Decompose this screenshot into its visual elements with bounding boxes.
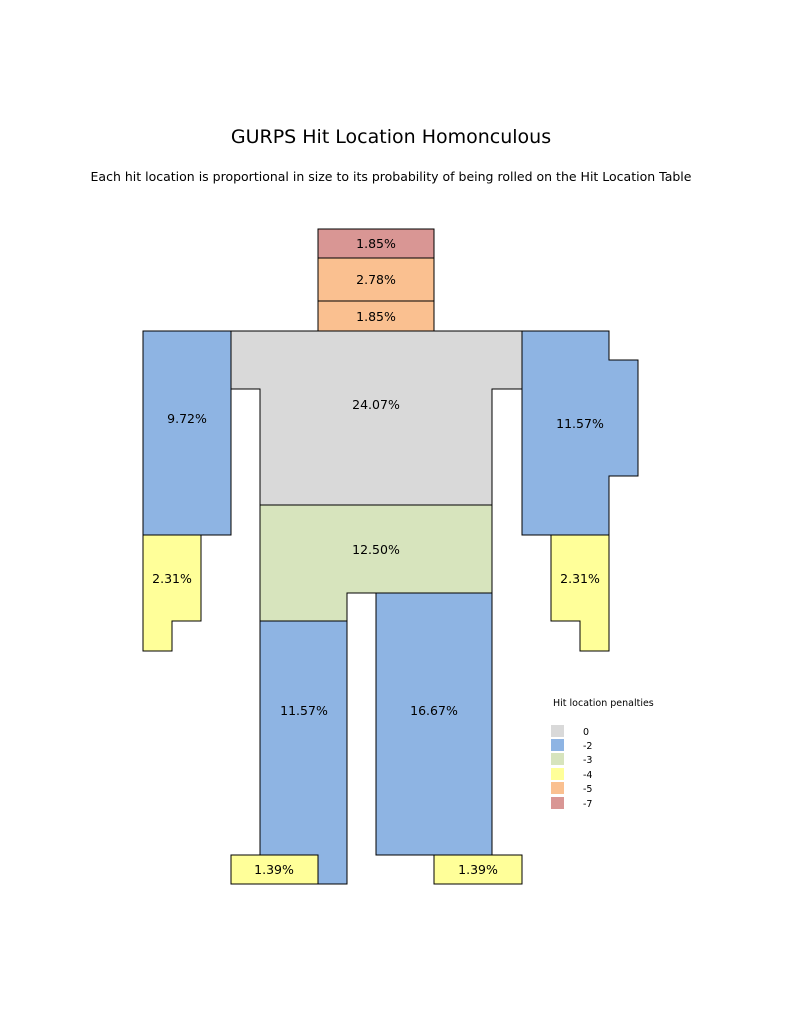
region-left-hand (142, 534, 202, 652)
label-right-arm: 11.57% (556, 416, 604, 431)
legend-label-0: 0 (583, 727, 589, 738)
legend-label-minus-4: -4 (583, 770, 592, 781)
label-torso: 24.07% (352, 397, 400, 412)
region-face (317, 257, 435, 302)
legend-label-minus-2: -2 (583, 741, 592, 752)
region-right-leg (375, 592, 493, 856)
region-neck (317, 300, 435, 332)
label-left-foot: 1.39% (254, 862, 294, 877)
legend-swatch-minus-7 (551, 797, 564, 809)
label-right-foot: 1.39% (458, 862, 498, 877)
legend: Hit location penalties 0 -2 -3 -4 -5 -7 (551, 698, 654, 810)
legend-swatch-minus-3 (551, 753, 564, 765)
region-left-foot (230, 854, 319, 885)
label-skull: 1.85% (356, 236, 396, 251)
legend-title: Hit location penalties (553, 698, 654, 709)
label-left-hand: 2.31% (152, 571, 192, 586)
region-right-arm (521, 330, 639, 536)
label-right-leg: 16.67% (410, 703, 458, 718)
region-torso (230, 330, 523, 506)
label-groin: 12.50% (352, 542, 400, 557)
label-face: 2.78% (356, 272, 396, 287)
legend-swatch-0 (551, 725, 564, 737)
legend-label-minus-3: -3 (583, 755, 592, 766)
legend-label-minus-5: -5 (583, 784, 592, 795)
legend-swatch-minus-2 (551, 739, 564, 751)
legend-swatch-minus-5 (551, 782, 564, 794)
region-skull (317, 228, 435, 259)
legend-swatch-minus-4 (551, 768, 564, 780)
label-left-arm: 9.72% (167, 411, 207, 426)
legend-label-minus-7: -7 (583, 799, 592, 810)
region-right-hand (550, 534, 610, 652)
region-left-arm (142, 330, 232, 536)
figure-subtitle: Each hit location is proportional in siz… (91, 169, 692, 184)
figure-title: GURPS Hit Location Homonculous (231, 126, 551, 148)
label-neck: 1.85% (356, 309, 396, 324)
label-right-hand: 2.31% (560, 571, 600, 586)
label-left-leg: 11.57% (280, 703, 328, 718)
region-left-leg (259, 620, 348, 885)
region-right-foot (433, 854, 523, 885)
